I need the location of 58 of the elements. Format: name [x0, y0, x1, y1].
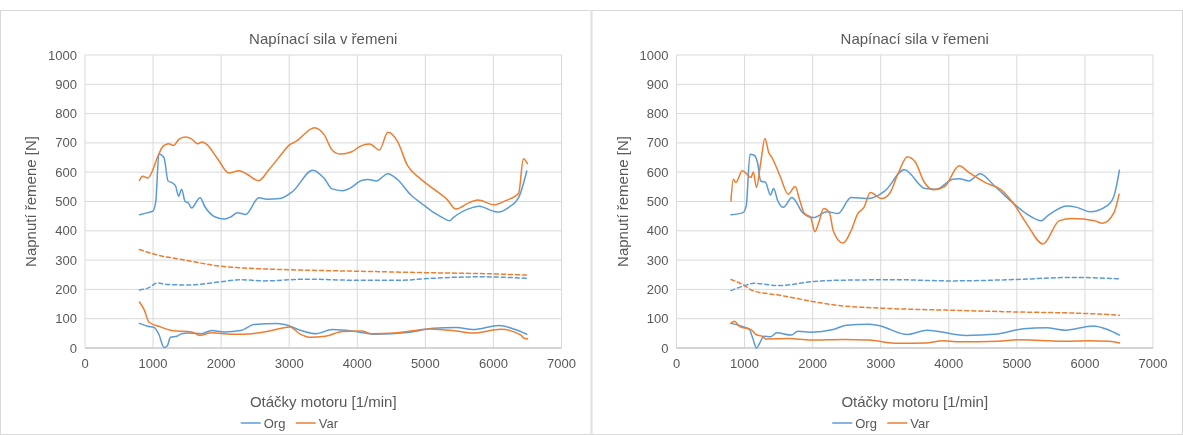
y-tick-label: 1000 [639, 47, 669, 63]
y-tick-label: 400 [646, 223, 669, 239]
y-tick-label: 100 [55, 311, 77, 327]
y-tick-label: 800 [646, 106, 669, 122]
y-tick-label: 300 [646, 252, 669, 268]
x-axis-title: Otáčky motoru [1/min] [249, 393, 397, 410]
x-tick-label: 0 [81, 356, 89, 371]
y-tick-label: 0 [69, 340, 77, 356]
x-tick-label: 1000 [138, 356, 168, 371]
y-tick-label: 200 [646, 281, 669, 297]
line-series [730, 137, 1120, 245]
line-series [730, 153, 1121, 222]
y-tick-label: 300 [55, 252, 77, 268]
y-tick-label: 0 [661, 340, 669, 356]
y-tick-label: 700 [646, 135, 669, 151]
x-axis-title: Otáčky motoru [1/min] [841, 393, 989, 410]
line-series [138, 322, 528, 349]
chart-title: Napínací sila v řemeni [249, 30, 398, 47]
y-tick-label: 500 [646, 194, 669, 210]
x-tick-label: 6000 [1070, 356, 1100, 371]
line-series [138, 153, 528, 222]
line-series [138, 301, 529, 340]
y-tick-label: 500 [55, 194, 77, 210]
y-tick-label: 600 [55, 164, 77, 180]
x-tick-label: 5000 [410, 356, 440, 371]
legend-label: Var [318, 415, 339, 431]
x-tick-label: 4000 [934, 356, 964, 371]
y-tick-label: 600 [646, 164, 669, 180]
x-tick-label: 2000 [206, 356, 236, 371]
x-tick-label: 3000 [866, 356, 896, 371]
line-series [138, 248, 528, 276]
x-tick-label: 7000 [547, 356, 576, 371]
y-tick-label: 200 [55, 281, 77, 297]
y-tick-label: 400 [55, 223, 77, 239]
y-tick-label: 700 [55, 135, 77, 151]
x-tick-label: 4000 [342, 356, 372, 371]
x-tick-label: 2000 [798, 356, 828, 371]
x-tick-label: 5000 [1002, 356, 1032, 371]
y-tick-label: 100 [646, 311, 669, 327]
legend-label: Var [910, 415, 931, 431]
y-tick-label: 900 [55, 76, 77, 92]
y-tick-label: 1000 [48, 47, 77, 63]
line-series [138, 126, 529, 210]
x-tick-label: 1000 [730, 356, 760, 371]
y-axis-title: Napnutí řemene [N] [22, 136, 39, 267]
x-tick-label: 0 [672, 356, 681, 371]
line-series [138, 276, 528, 291]
y-tick-label: 800 [55, 106, 77, 122]
x-tick-label: 6000 [478, 356, 508, 371]
legend-label: Org [263, 415, 286, 431]
chart-title: Napínací sila v řemeni [840, 30, 989, 47]
line-series [730, 276, 1121, 292]
y-axis-title: Napnutí řemene [N] [613, 136, 631, 267]
legend-label: Org [855, 415, 877, 431]
y-tick-label: 900 [646, 76, 669, 92]
x-tick-label: 3000 [274, 356, 304, 371]
line-series [730, 278, 1121, 316]
x-tick-label: 7000 [1138, 356, 1168, 371]
